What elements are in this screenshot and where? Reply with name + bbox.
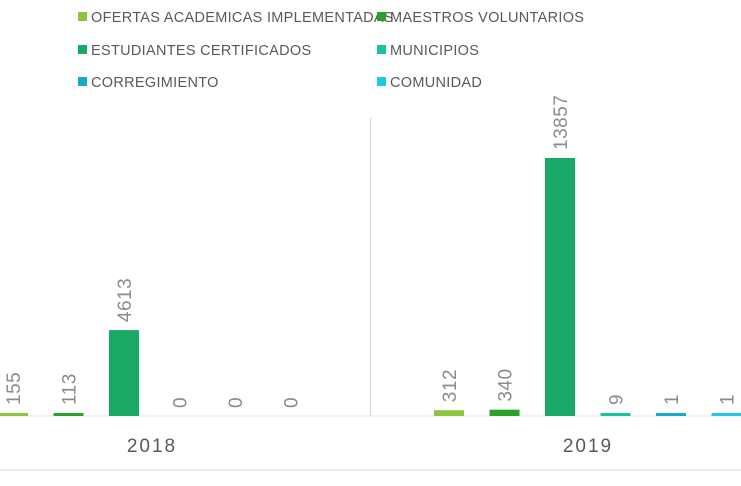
value-labels: 155 113 4613 0 0 0 312 340 13857 9 1 1	[4, 95, 739, 408]
bar-maestros-voluntarios-2019	[489, 409, 520, 416]
category-label-2018: 2018	[127, 436, 177, 457]
legend-label-municipios: MUNICIPIOS	[390, 43, 479, 59]
bars	[0, 158, 741, 416]
bar-ofertas-academicas-implementadas-2019	[434, 410, 464, 416]
value-label-municipios-2018: 0	[171, 397, 192, 408]
legend: OFERTAS ACADEMICAS IMPLEMENTADASMAESTROS…	[78, 10, 584, 91]
category-labels: 2018 2019	[127, 436, 613, 457]
bar-comunidad-2019	[711, 413, 741, 416]
legend-swatch-maestros-voluntarios	[377, 12, 386, 21]
legend-swatch-ofertas-academicas-implementadas	[78, 12, 87, 21]
bar-estudiantes-certificados-2019	[545, 158, 575, 416]
legend-label-comunidad: COMUNIDAD	[390, 75, 482, 91]
axes	[0, 118, 741, 471]
value-label-comunidad-2018: 0	[282, 397, 303, 408]
value-label-municipios-2019: 9	[607, 394, 628, 405]
bar-municipios-2019	[600, 413, 631, 416]
legend-swatch-estudiantes-certificados	[78, 45, 87, 54]
legend-swatch-comunidad	[377, 77, 386, 86]
bar-corregimiento-2019	[656, 413, 686, 416]
value-label-comunidad-2019: 1	[718, 394, 739, 405]
legend-label-maestros-voluntarios: MAESTROS VOLUNTARIOS	[390, 10, 584, 26]
value-label-ofertas-academicas-implementadas-2019: 312	[440, 369, 461, 402]
bar-estudiantes-certificados-2018	[109, 330, 139, 416]
value-label-corregimiento-2018: 0	[226, 397, 247, 408]
value-label-estudiantes-certificados-2019: 13857	[551, 95, 572, 150]
legend-swatch-municipios	[377, 45, 386, 54]
value-label-maestros-voluntarios-2018: 113	[60, 373, 81, 405]
legend-label-estudiantes-certificados: ESTUDIANTES CERTIFICADOS	[91, 43, 311, 59]
legend-swatch-corregimiento	[78, 77, 87, 86]
value-label-ofertas-academicas-implementadas-2018: 155	[4, 372, 25, 405]
value-label-estudiantes-certificados-2018: 4613	[115, 278, 136, 322]
value-label-corregimiento-2019: 1	[662, 394, 683, 405]
legend-label-corregimiento: CORREGIMIENTO	[91, 75, 219, 91]
bar-maestros-voluntarios-2018	[53, 413, 84, 416]
bar-ofertas-academicas-implementadas-2018	[0, 413, 28, 416]
legend-label-ofertas-academicas-implementadas: OFERTAS ACADEMICAS IMPLEMENTADAS	[91, 10, 394, 26]
category-label-2019: 2019	[563, 436, 613, 457]
value-label-maestros-voluntarios-2019: 340	[496, 368, 517, 401]
